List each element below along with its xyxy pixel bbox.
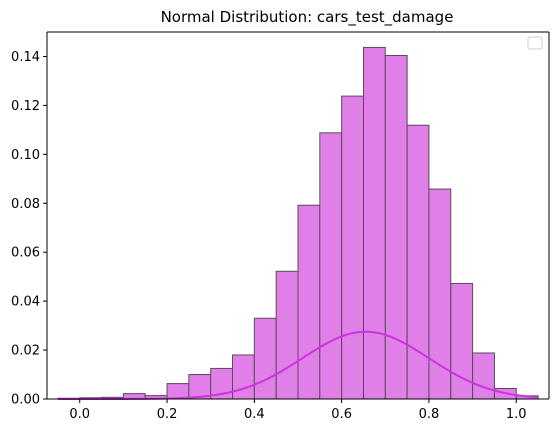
histogram-bar [428, 188, 452, 400]
y-tick-label: 0.00 [11, 393, 40, 408]
histogram-bar [384, 54, 408, 400]
x-axis-ticks: 0.0 0.2 0.4 0.6 0.8 1.0 [69, 399, 527, 422]
legend [527, 36, 543, 50]
histogram-bar [275, 270, 299, 400]
y-tick-label: 0.14 [11, 50, 40, 65]
histogram-bar [232, 354, 255, 400]
x-tick-label: 0.4 [244, 407, 265, 422]
y-tick-label: 0.10 [11, 148, 40, 163]
histogram-bar [406, 124, 430, 400]
axes [46, 31, 550, 400]
y-tick-label: 0.02 [11, 344, 40, 359]
legend-box [527, 36, 543, 50]
y-tick-label: 0.06 [11, 246, 40, 261]
histogram-bar [341, 95, 364, 400]
chart-title: Normal Distribution: cars_test_damage [161, 8, 454, 27]
y-axis-ticks: 0.00 0.02 0.04 0.06 0.08 0.10 0.12 0.14 [11, 50, 47, 408]
histogram-bar [253, 317, 277, 400]
histogram-bar [362, 46, 386, 400]
x-tick-label: 1.0 [506, 407, 527, 422]
histogram-bar [297, 204, 321, 400]
x-tick-label: 0.6 [331, 407, 352, 422]
x-tick-label: 0.0 [69, 407, 90, 422]
histogram-bar [319, 132, 343, 400]
y-tick-label: 0.04 [11, 295, 40, 310]
x-tick-label: 0.2 [157, 407, 178, 422]
histogram-bar [472, 352, 495, 400]
y-tick-label: 0.08 [11, 197, 40, 212]
y-tick-label: 0.12 [11, 99, 40, 114]
histogram-bar [166, 383, 190, 400]
histogram-bars [57, 46, 539, 400]
x-tick-label: 0.8 [419, 407, 440, 422]
